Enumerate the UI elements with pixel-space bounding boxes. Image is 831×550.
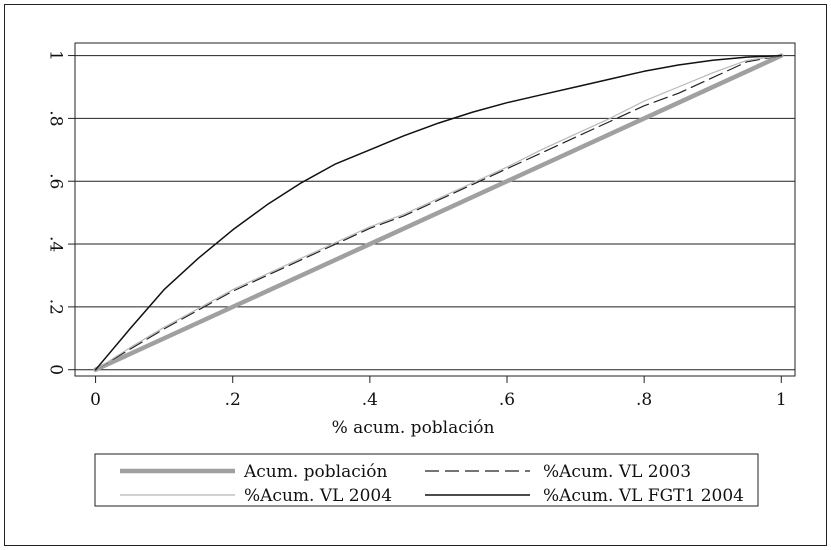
axes: 0 .2 .4 .6 .8 1 0 .2 .4 .6 .8 1 [46, 50, 787, 410]
y-tick-label-2: .4 [46, 236, 66, 252]
x-axis-label: % acum. población [332, 418, 495, 438]
y-tick-label-4: .8 [46, 110, 66, 126]
series-line-3 [94, 54, 783, 371]
x-tick-label-2: .4 [362, 390, 378, 410]
legend-label-1: %Acum. VL 2003 [543, 462, 691, 482]
plot-area [74, 42, 796, 377]
y-tick-label-3: .6 [46, 173, 66, 189]
y-tick-label-5: 1 [46, 50, 66, 61]
grid-lines [75, 55, 795, 371]
x-tick-label-1: .2 [225, 390, 241, 410]
series-line-2 [94, 54, 782, 371]
series-line-1 [94, 54, 782, 371]
y-tick-label-1: .2 [46, 299, 66, 315]
legend-label-3: %Acum. VL FGT1 2004 [543, 486, 744, 506]
x-tick-label-0: 0 [90, 390, 101, 410]
legend-label-2: %Acum. VL 2004 [244, 486, 392, 506]
legend-label-0: Acum. población [243, 462, 387, 482]
chart-frame: 0 .2 .4 .6 .8 1 0 .2 .4 .6 .8 1 % acum. población A… [4, 4, 827, 546]
y-tick-label-0: 0 [46, 364, 66, 375]
legend-box [94, 453, 759, 507]
legend: Acum. población %Acum. VL 2003 %Acum. VL 2… [120, 462, 744, 506]
lorenz-chart: 0 .2 .4 .6 .8 1 0 .2 .4 .6 .8 1 % acum. población A… [46, 42, 796, 507]
x-tick-label-4: .8 [636, 390, 652, 410]
x-tick-label-5: 1 [776, 390, 787, 410]
x-tick-label-3: .6 [499, 390, 515, 410]
series-line-0 [93, 53, 784, 372]
series-lines [93, 53, 784, 372]
